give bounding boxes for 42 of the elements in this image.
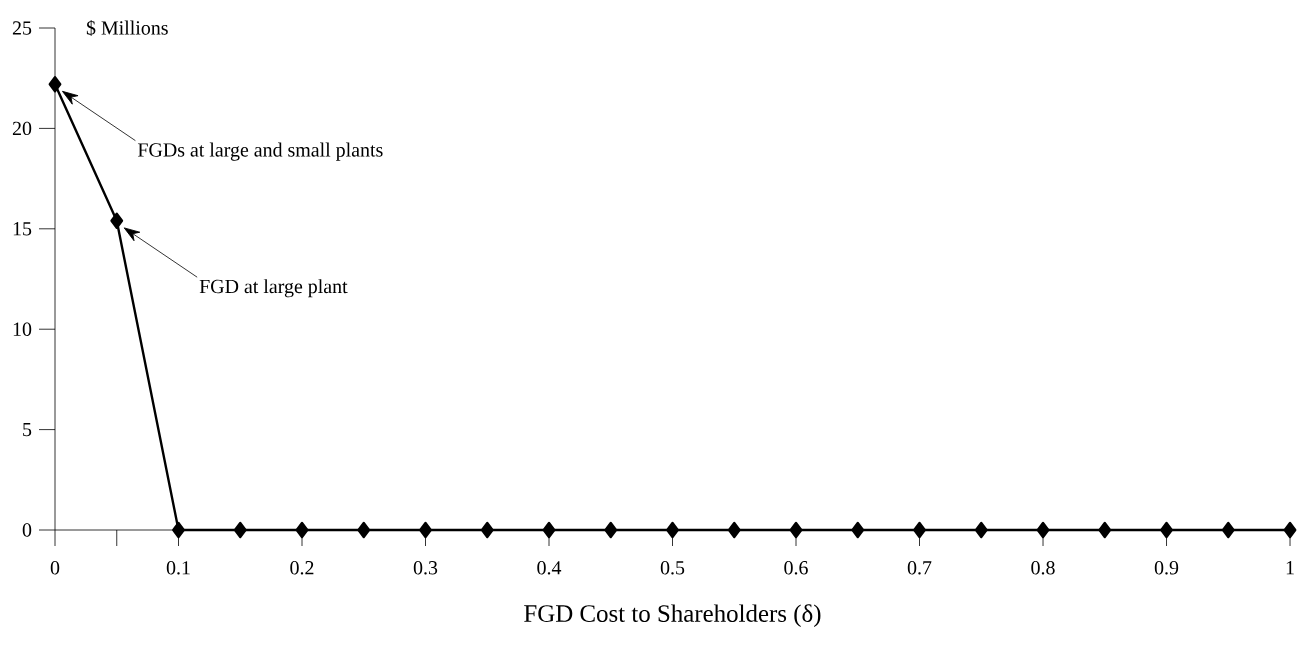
point [789, 521, 803, 539]
x-tick-label: 0 [50, 561, 60, 575]
point [727, 521, 741, 539]
y-tick-label: 5 [23, 422, 32, 437]
x-tick-label: 0.8 [1031, 561, 1055, 575]
point [974, 521, 988, 539]
x-tick-label: 0.9 [1154, 561, 1179, 575]
x-axis-title: FGD Cost to Shareholders (δ) [524, 604, 821, 627]
point [233, 521, 247, 539]
y-tick-label: 10 [13, 322, 32, 336]
annotation: FGDs at large and small plants [137, 142, 383, 161]
point [1098, 521, 1112, 539]
point [913, 521, 926, 539]
point [48, 76, 62, 93]
x-tick-label: 0.6 [784, 561, 808, 575]
x-tick-label: 0.7 [907, 561, 932, 575]
point [172, 521, 185, 539]
point [1283, 521, 1297, 539]
y-tick-label: 20 [12, 121, 32, 136]
x-tick-label: 0.5 [660, 561, 685, 575]
y-tick-label: 25 [12, 21, 32, 35]
point [1160, 521, 1173, 539]
point [110, 212, 124, 229]
x-tick-label: 0.2 [290, 561, 314, 575]
y-tick-label: 0 [22, 523, 32, 537]
point [851, 521, 865, 539]
x-tick-label: 1 [1286, 561, 1294, 575]
point [542, 521, 556, 539]
annotation: FGD at large plant [199, 279, 348, 298]
point [295, 521, 309, 539]
y-tick-label: 15 [13, 222, 32, 236]
y-axis-title: $ Millions [86, 20, 168, 36]
point [1036, 521, 1050, 539]
point [357, 521, 371, 539]
point [604, 521, 618, 539]
point [419, 521, 432, 539]
x-tick-label: 0.4 [537, 561, 562, 575]
x-tick-label: 0.1 [166, 561, 190, 575]
point [666, 521, 679, 539]
point [1221, 521, 1235, 539]
x-tick-label: 0.3 [413, 561, 438, 575]
point [480, 521, 494, 539]
